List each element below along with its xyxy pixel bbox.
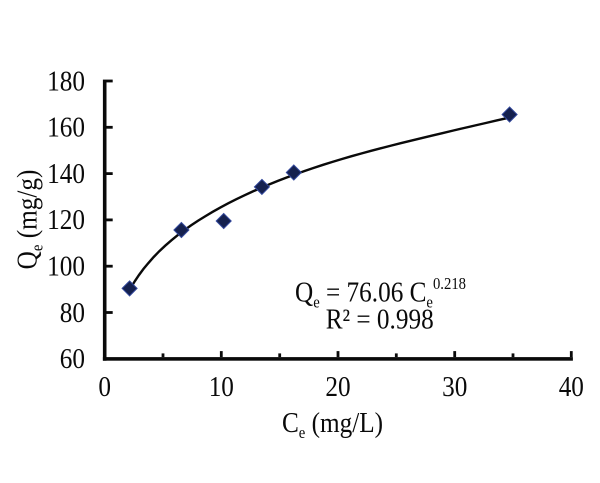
svg-text:0: 0 <box>98 370 111 402</box>
svg-text:100: 100 <box>47 250 85 282</box>
svg-text:140: 140 <box>47 157 85 189</box>
svg-text:30: 30 <box>442 370 467 402</box>
svg-text:R² = 0.998: R² = 0.998 <box>326 303 434 335</box>
svg-text:80: 80 <box>60 296 85 328</box>
svg-text:10: 10 <box>209 370 234 402</box>
svg-text:Qe (mg/g): Qe (mg/g) <box>11 170 47 270</box>
svg-text:40: 40 <box>559 370 584 402</box>
svg-text:20: 20 <box>325 370 350 402</box>
svg-text:60: 60 <box>60 342 85 374</box>
svg-text:180: 180 <box>47 65 85 97</box>
svg-text:120: 120 <box>47 204 85 236</box>
svg-text:160: 160 <box>47 111 85 143</box>
svg-text:Ce (mg/L): Ce (mg/L) <box>282 406 383 442</box>
